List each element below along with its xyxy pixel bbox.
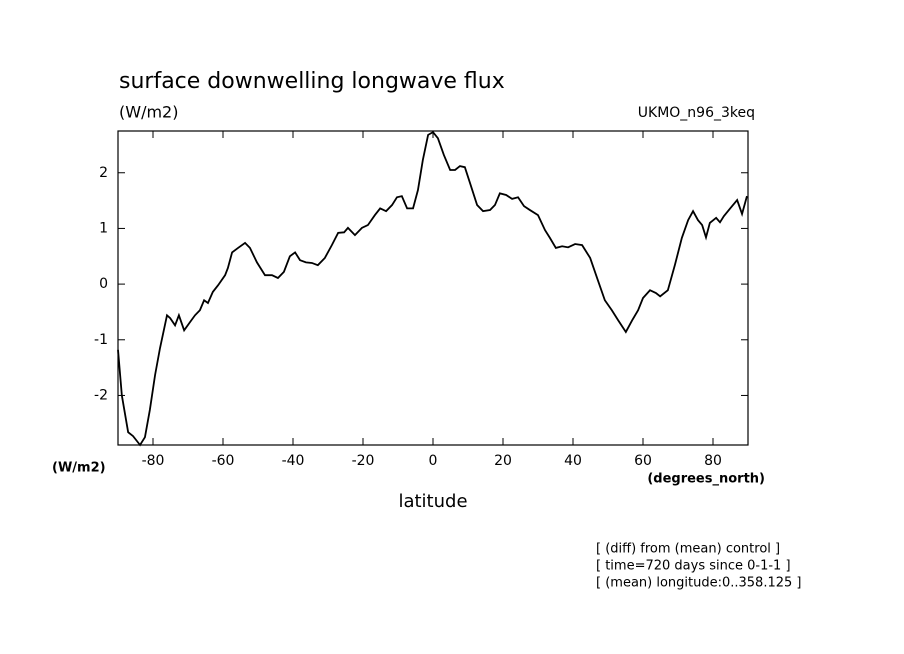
annotation: UKMO_n96_3keq <box>638 105 755 121</box>
note: [ (mean) longitude:0..358.125 ] <box>596 576 801 591</box>
y-tick-label: 1 <box>99 220 108 236</box>
x-axis-label: latitude <box>398 491 467 512</box>
x-axis-unit: (degrees_north) <box>647 472 765 487</box>
y-tick-label: 0 <box>99 276 108 292</box>
x-tick-label: 80 <box>704 453 722 469</box>
y-axis-label: (W/m2) <box>52 461 106 476</box>
x-tick-label: 20 <box>494 453 512 469</box>
x-tick-label: 60 <box>634 453 652 469</box>
y-tick-label: -1 <box>94 332 108 348</box>
y-tick-label: 2 <box>99 165 108 181</box>
note: [ time=720 days since 0-1-1 ] <box>596 559 791 574</box>
x-tick-label: 0 <box>429 453 438 469</box>
x-tick-label: -80 <box>142 453 165 469</box>
x-tick-label: 40 <box>564 453 582 469</box>
x-tick-label: -60 <box>212 453 235 469</box>
y-tick-label: -2 <box>94 387 108 403</box>
x-tick-label: -20 <box>352 453 375 469</box>
data-line <box>117 130 748 447</box>
x-tick-label: -40 <box>282 453 305 469</box>
chart-subtitle: (W/m2) <box>119 103 178 122</box>
chart-title: surface downwelling longwave flux <box>119 69 505 94</box>
plot-frame <box>117 130 749 446</box>
note: [ (diff) from (mean) control ] <box>596 542 780 557</box>
